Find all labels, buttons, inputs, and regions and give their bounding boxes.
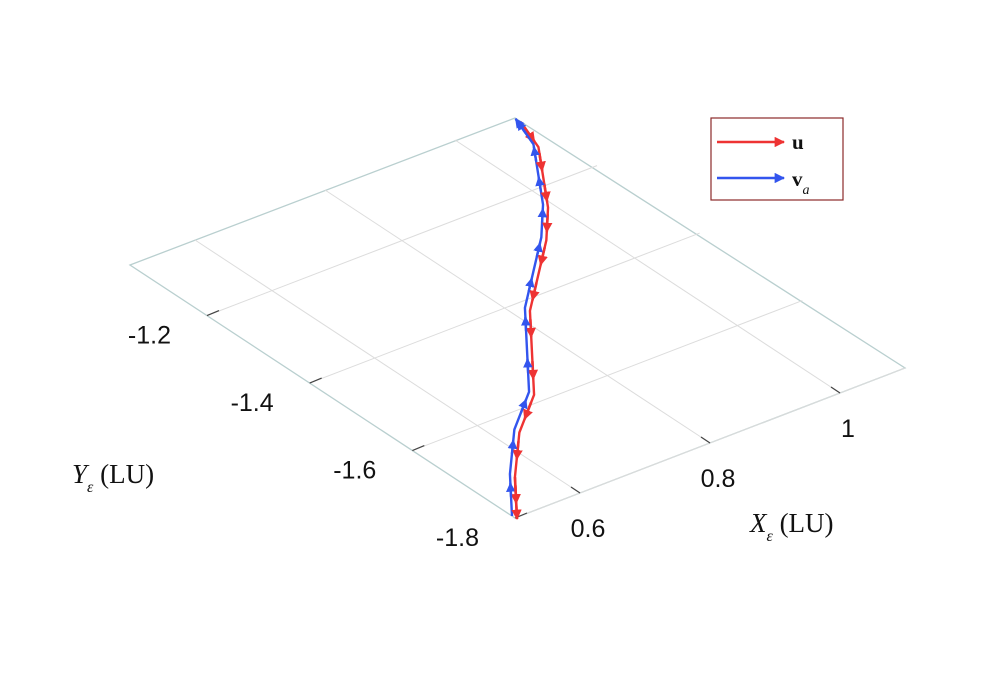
x-tick-label-0: 0.6 bbox=[571, 515, 606, 543]
va-arrow-1 bbox=[507, 439, 518, 455]
va-arrow-5 bbox=[525, 277, 535, 293]
legend-label-va: va bbox=[792, 167, 810, 198]
u-arrow-1 bbox=[512, 441, 523, 461]
va-arrow-4 bbox=[521, 315, 531, 331]
grid-line-x-1 bbox=[324, 189, 711, 444]
x-tick-mark-1 bbox=[700, 436, 711, 444]
y-tick-mark-1 bbox=[309, 377, 322, 384]
quiver-data bbox=[506, 118, 553, 521]
u-arrow-end bbox=[511, 476, 522, 521]
x-tick-label-1: 0.8 bbox=[701, 465, 736, 493]
u-arrow-9 bbox=[535, 152, 546, 172]
x-tick-mark-2 bbox=[830, 386, 841, 394]
y-tick-label-3: -1.8 bbox=[436, 524, 479, 552]
grid-line-x-2 bbox=[454, 139, 841, 394]
va-arrow-2 bbox=[518, 398, 528, 413]
u-arrow-5 bbox=[529, 282, 540, 302]
u-arrow-3 bbox=[527, 361, 539, 381]
u-arrow-6 bbox=[537, 247, 548, 266]
grid-line-y-2 bbox=[412, 300, 803, 451]
va-arrow-6 bbox=[533, 242, 543, 257]
va-arrow-end bbox=[514, 118, 535, 145]
legend-box bbox=[710, 117, 844, 201]
va-arrow-0 bbox=[506, 482, 516, 498]
y-tick-label-0: -1.2 bbox=[128, 322, 171, 350]
x-tick-label-2: 1 bbox=[841, 415, 855, 443]
x-axis-label: Xε (LU) bbox=[749, 508, 834, 545]
legend: u va bbox=[710, 117, 844, 201]
grid-line-y-0 bbox=[206, 165, 598, 317]
va-arrow-8 bbox=[535, 176, 545, 192]
va-arrow-3 bbox=[523, 357, 533, 373]
x-tick-mark-0 bbox=[570, 486, 581, 494]
y-tick-mark-0 bbox=[206, 310, 220, 317]
va-arrow-9 bbox=[530, 145, 540, 161]
legend-label-u: u bbox=[792, 130, 804, 154]
y-tick-label-2: -1.6 bbox=[333, 457, 376, 485]
va-arrow-7 bbox=[537, 207, 548, 223]
grid-line-x-0 bbox=[194, 239, 581, 494]
y-tick-label-1: -1.4 bbox=[231, 389, 274, 417]
grid-line-y-1 bbox=[309, 232, 700, 384]
u-arrow-7 bbox=[542, 214, 553, 234]
x-axis: 0.6 0.8 1 bbox=[570, 386, 855, 543]
y-axis-label: Yε (LU) bbox=[72, 459, 154, 496]
y-tick-mark-2 bbox=[412, 444, 425, 452]
u-arrow-4 bbox=[525, 319, 536, 339]
u-arrow-2 bbox=[523, 401, 533, 421]
y-axis: -1.2 -1.4 -1.6 -1.8 bbox=[128, 310, 528, 552]
